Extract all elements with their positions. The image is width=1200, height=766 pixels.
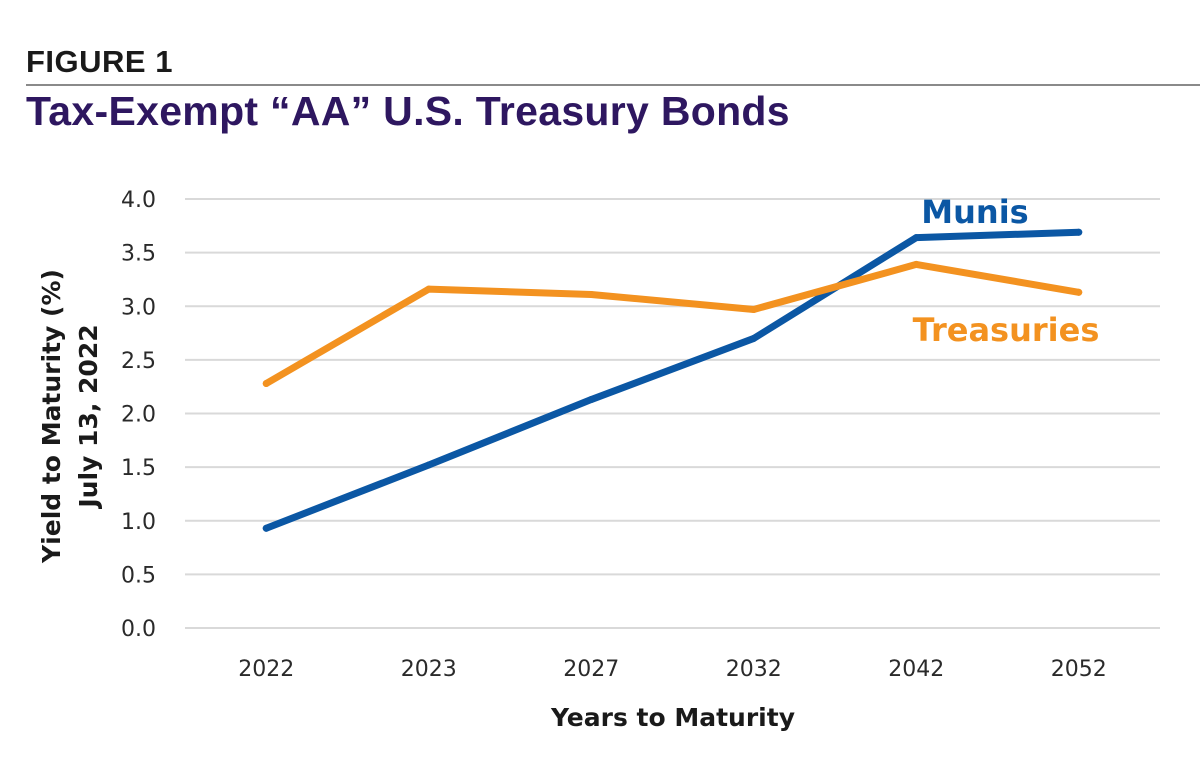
- data-point-treasuries: [1075, 288, 1083, 296]
- chart-title: Tax-Exempt “AA” U.S. Treasury Bonds: [26, 88, 790, 134]
- series-line-munis: [262, 228, 1083, 532]
- y-tick-label: 2.0: [121, 403, 156, 428]
- data-point-munis: [1075, 228, 1083, 236]
- y-axis-ticks: 0.0 0.5 1.0 1.5 2.0 2.5 3.0 3.5 4.0: [121, 188, 156, 642]
- data-point-treasuries: [262, 379, 270, 387]
- y-tick-label: 2.5: [121, 349, 156, 374]
- data-point-munis: [750, 334, 758, 342]
- data-point-munis: [262, 524, 270, 532]
- y-tick-label: 1.0: [121, 510, 156, 535]
- gridlines: [185, 198, 1160, 629]
- data-point-munis: [912, 234, 920, 242]
- y-axis-title-line2: July 13, 2022: [74, 324, 103, 509]
- data-point-treasuries: [750, 305, 758, 313]
- y-tick-label: 4.0: [121, 188, 156, 213]
- x-tick-label: 2027: [563, 657, 619, 682]
- x-tick-label: 2052: [1051, 657, 1107, 682]
- data-point-treasuries: [425, 285, 433, 293]
- x-tick-label: 2032: [726, 657, 782, 682]
- figure-label: FIGURE 1: [26, 44, 173, 79]
- x-tick-label: 2042: [888, 657, 944, 682]
- data-point-treasuries: [587, 290, 595, 298]
- series-labels: Munis Treasuries: [913, 193, 1100, 349]
- series-line-treasuries: [262, 260, 1083, 387]
- series-label-treasuries: Treasuries: [913, 311, 1100, 349]
- title-rule: [26, 84, 1200, 86]
- data-point-treasuries: [912, 260, 920, 268]
- y-tick-label: 3.5: [121, 242, 156, 267]
- x-axis-ticks: 2022 2023 2027 2032 2042 2052: [238, 657, 1107, 682]
- x-tick-label: 2023: [401, 657, 457, 682]
- y-tick-label: 3.0: [121, 295, 156, 320]
- y-tick-label: 0.0: [121, 617, 156, 642]
- data-point-munis: [425, 461, 433, 469]
- y-tick-label: 0.5: [121, 563, 156, 588]
- y-axis-title-line1: Yield to Maturity (%): [37, 269, 66, 564]
- y-tick-label: 1.5: [121, 456, 156, 481]
- x-tick-label: 2022: [238, 657, 294, 682]
- series-label-munis: Munis: [921, 193, 1028, 231]
- x-axis-title: Years to Maturity: [550, 703, 795, 732]
- data-point-munis: [587, 396, 595, 404]
- series-lines: [262, 228, 1083, 532]
